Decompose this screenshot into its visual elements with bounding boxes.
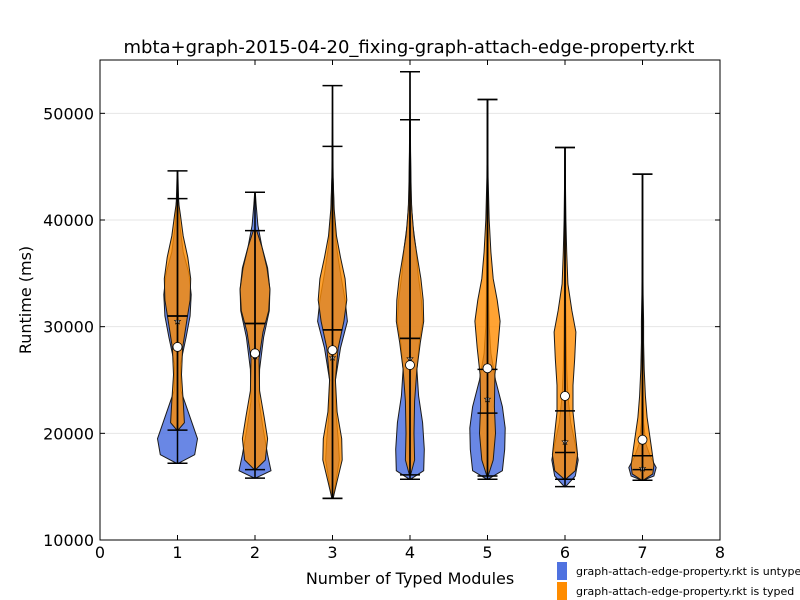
- legend-swatch: [557, 582, 567, 600]
- x-tick-label: 5: [482, 543, 492, 562]
- legend-label: graph-attach-edge-property.rkt is untype…: [576, 565, 800, 578]
- y-tick-label: 30000: [43, 318, 94, 337]
- y-tick-label: 20000: [43, 424, 94, 443]
- x-tick-label: 8: [715, 543, 725, 562]
- legend-swatch: [557, 562, 567, 580]
- mean-circle-marker: [637, 434, 648, 445]
- mean-circle-marker: [327, 345, 338, 356]
- legend-label: graph-attach-edge-property.rkt is typed: [576, 585, 794, 598]
- mean-circle-marker: [172, 342, 183, 352]
- x-tick-label: 2: [250, 543, 260, 562]
- y-axis-label: Runtime (ms): [16, 246, 35, 354]
- tick-layer: 10000 20000 30000 40000 50000 0 1 2 3 4 5 6 7 8: [43, 60, 725, 562]
- mean-circle-marker: [250, 348, 260, 359]
- x-tick-label: 0: [95, 543, 105, 562]
- chart-title: mbta+graph-2015-04-20_fixing-graph-attac…: [124, 37, 695, 58]
- y-tick-label: 40000: [43, 211, 94, 230]
- x-tick-label: 6: [560, 543, 570, 562]
- marker-layer: [167, 70, 653, 500]
- y-tick-label: 50000: [43, 104, 94, 123]
- y-tick-label: 10000: [43, 531, 94, 550]
- legend: graph-attach-edge-property.rkt is untype…: [557, 562, 800, 600]
- x-tick-label: 7: [637, 543, 647, 562]
- x-tick-label: 4: [405, 543, 415, 562]
- violin-layer: [156, 71, 657, 499]
- mean-circle-marker: [560, 391, 570, 401]
- x-tick-label: 3: [327, 543, 337, 562]
- mean-circle-marker: [405, 360, 415, 370]
- x-axis-label: Number of Typed Modules: [306, 569, 514, 588]
- mean-circle-marker: [482, 363, 493, 374]
- x-tick-label: 1: [172, 543, 182, 562]
